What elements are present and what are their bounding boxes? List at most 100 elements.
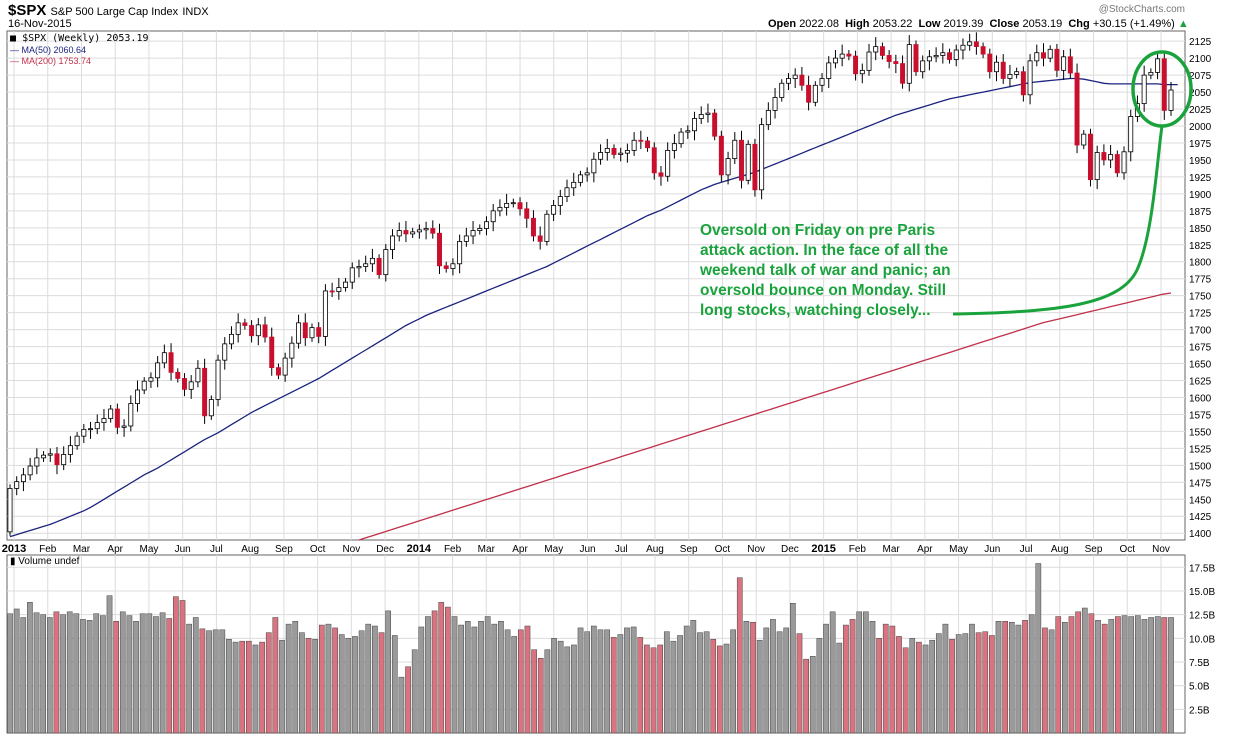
ma50-layer	[9, 77, 1178, 538]
price-tick-label: 1475	[1189, 478, 1212, 489]
candle-body	[235, 322, 241, 335]
candle-body	[772, 97, 778, 111]
volume-bar	[1128, 616, 1135, 734]
candle-body	[343, 281, 349, 288]
high-label: High	[845, 18, 870, 30]
open-value: 2022.08	[799, 18, 839, 30]
volume-bar	[531, 649, 537, 734]
candle-body	[718, 135, 724, 176]
volume-bar	[856, 611, 863, 734]
candle-body	[873, 46, 879, 53]
date-tick-label: Apr	[107, 544, 123, 555]
candle-body	[980, 46, 986, 55]
date-tick-label: Dec	[376, 544, 394, 555]
candle-body	[262, 324, 268, 338]
candle-body	[81, 428, 87, 437]
price-tick-label: 1725	[1189, 309, 1212, 320]
volume-bar	[345, 638, 352, 734]
volume-bar	[153, 616, 159, 734]
symbol: $SPX	[8, 2, 47, 19]
volume-bar	[803, 658, 809, 734]
volume-bar	[358, 630, 365, 734]
date-tick-label: Feb	[849, 544, 867, 555]
candle-body	[135, 389, 140, 404]
volume-bar	[624, 627, 630, 734]
volume-bar	[66, 611, 73, 734]
candle-body	[141, 380, 147, 391]
candle-body	[296, 322, 302, 344]
candle-body	[1074, 72, 1080, 146]
candle-body	[685, 130, 691, 133]
candle-body	[994, 61, 999, 73]
price-tick-label: 1875	[1189, 207, 1212, 218]
volume-bar	[683, 625, 690, 734]
price-axis-ticks: 1400 1425 1450 1475 1500 1525 1550 1575 1600 1625…	[1189, 37, 1212, 540]
volume-bar	[292, 621, 299, 734]
candle-body	[611, 148, 617, 155]
volume-bar	[610, 637, 617, 734]
candle-body	[1061, 56, 1067, 71]
volume-bar	[929, 639, 936, 734]
volume-bar	[975, 632, 982, 734]
legend-ma200: — MA(200) 1753.74	[10, 56, 91, 66]
volume-bar	[484, 616, 491, 734]
volume-bar	[159, 612, 166, 734]
volume-bar	[418, 626, 425, 734]
candle-body	[1121, 151, 1127, 174]
volume-bar	[385, 610, 391, 734]
volume-bar	[1008, 621, 1015, 734]
volume-bar	[650, 647, 657, 734]
volume-bar	[438, 602, 445, 734]
candle-body	[1168, 89, 1174, 111]
date-tick-label: Jul	[210, 544, 223, 555]
volume-bar	[219, 629, 226, 734]
price-tick-label: 1450	[1189, 495, 1212, 506]
candle-body	[1101, 152, 1107, 161]
date-tick-label: Aug	[241, 544, 259, 555]
volume-bar	[226, 639, 232, 734]
volume-bar	[1048, 629, 1055, 734]
candle-body	[504, 202, 510, 208]
volume-bar	[736, 577, 743, 734]
candle-body	[879, 46, 885, 56]
candle-body	[732, 139, 738, 159]
candle-body	[645, 140, 651, 149]
volume-tick-label: 2.5B	[1189, 705, 1210, 716]
volume-bar	[962, 633, 969, 734]
volume-bar	[518, 629, 524, 734]
candle-body	[1034, 52, 1040, 62]
volume-bar	[1081, 607, 1088, 734]
candle-body	[631, 139, 637, 151]
volume-bar	[186, 623, 192, 734]
candle-body	[893, 61, 899, 64]
candle-body	[1067, 56, 1073, 74]
candle-body	[396, 230, 402, 237]
candle-body	[155, 362, 161, 379]
volume-bar	[13, 608, 20, 734]
volume-bar	[949, 639, 955, 734]
candle-body	[148, 377, 154, 382]
legend-price-icon: ■	[10, 33, 17, 44]
candle-body	[168, 352, 174, 373]
candle-body	[443, 265, 449, 269]
volume-bar	[471, 626, 478, 734]
candle-body	[846, 53, 852, 57]
price-tick-label: 1850	[1189, 224, 1212, 235]
price-tick-label: 1550	[1189, 427, 1212, 438]
date-tick-label: Sep	[275, 544, 293, 555]
candle-body	[1094, 152, 1100, 181]
candle-body	[658, 172, 664, 177]
volume-bar	[27, 602, 33, 734]
volume-bar	[504, 629, 511, 734]
volume-bar	[1134, 615, 1141, 734]
price-tick-label: 2075	[1189, 71, 1212, 82]
candle-body	[1161, 58, 1167, 111]
candle-body	[195, 367, 201, 383]
date-tick-label: Nov	[342, 544, 360, 555]
candle-body	[1128, 116, 1134, 153]
volume-bar	[199, 628, 206, 734]
volume-bar	[776, 631, 783, 734]
candle-body	[537, 235, 543, 242]
volume-bar	[113, 621, 119, 734]
price-tick-label: 1650	[1189, 360, 1212, 371]
